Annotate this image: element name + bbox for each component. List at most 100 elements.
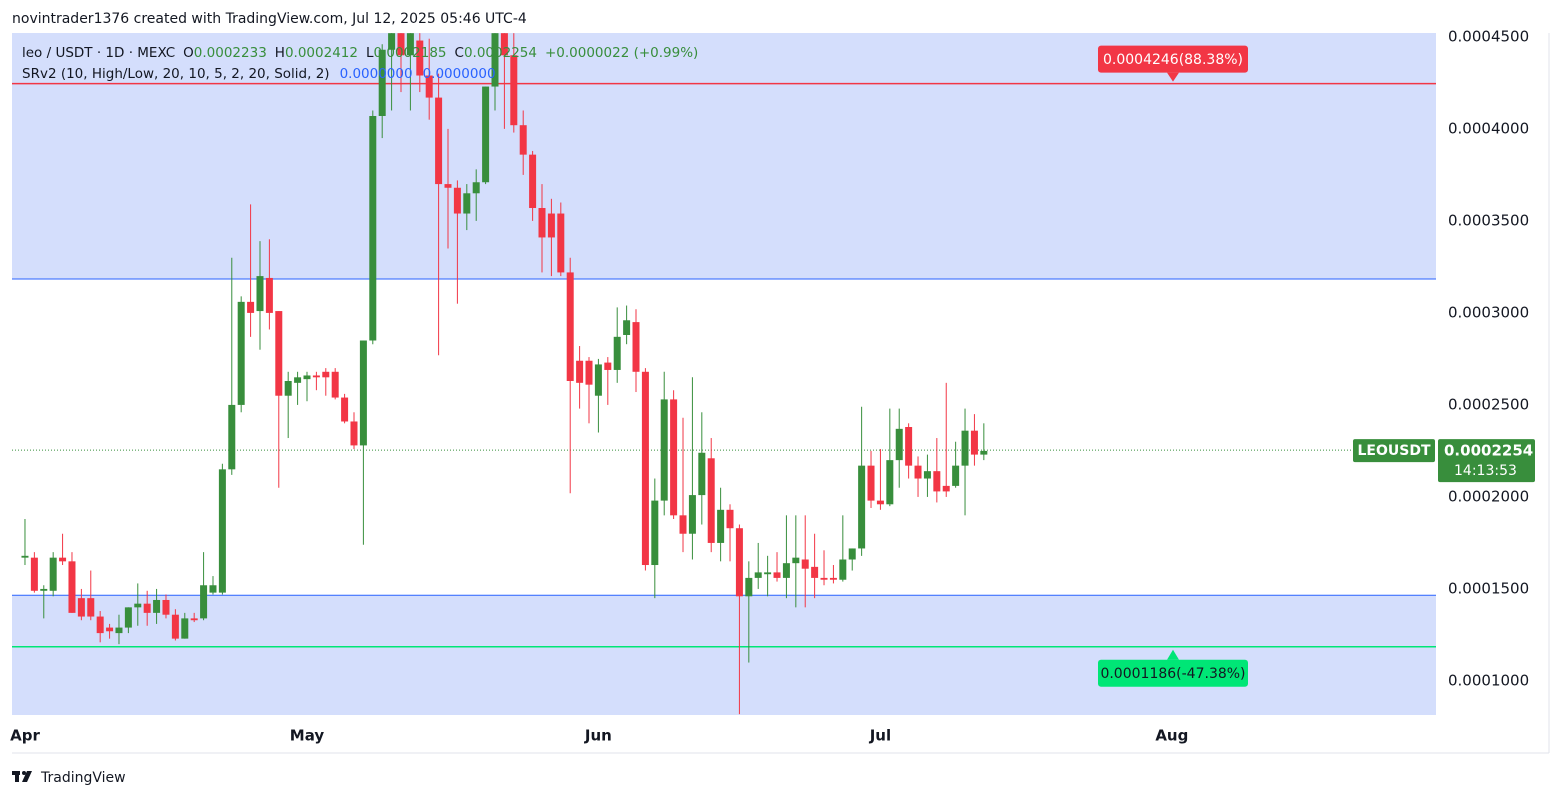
legend-symbol: leo / USDT · 1D · MEXC: [22, 45, 175, 61]
candle-body: [811, 566, 819, 578]
candle-body: [378, 49, 386, 116]
x-tick-label: Aug: [1155, 727, 1188, 745]
candle-body: [613, 336, 621, 370]
y-tick-label: 0.0002500: [1448, 395, 1529, 413]
candle-body: [820, 577, 828, 580]
axes: 0.0001000 0.0001500 0.0002000 0.0002500 0.00…: [10, 27, 1535, 745]
candle-body: [547, 213, 555, 238]
header: novintrader1376 created with TradingView…: [12, 11, 527, 27]
candle-body: [181, 618, 189, 639]
candle-body: [876, 500, 884, 505]
y-tick-label: 0.0001000: [1448, 671, 1529, 689]
candle-body: [247, 301, 255, 313]
candle-body: [87, 598, 95, 617]
candle-body: [670, 399, 678, 516]
legend-change: +0.0000022 (+0.99%): [545, 45, 698, 61]
candle-body: [491, 33, 499, 87]
footer: TradingView: [40, 770, 126, 786]
candle-body: [632, 322, 640, 372]
candle-body: [209, 585, 217, 593]
level-pointer: [1167, 72, 1179, 82]
x-tick-label: May: [290, 727, 325, 745]
candle-body: [839, 559, 847, 580]
candle-body: [303, 375, 311, 380]
candle-body: [764, 572, 772, 575]
y-tick-label: 0.0004500: [1448, 27, 1529, 45]
candle-body: [256, 276, 264, 312]
candle-body: [660, 399, 668, 501]
x-tick-label: Apr: [10, 727, 40, 745]
y-tick-label: 0.0004000: [1448, 119, 1529, 137]
legend-value: 0.0002412: [285, 45, 358, 61]
candle-body: [416, 40, 424, 76]
legend-key: L: [366, 45, 374, 61]
y-tick-label: 0.0003500: [1448, 211, 1529, 229]
candle-body: [688, 495, 696, 534]
candle-body: [641, 371, 649, 566]
candle-body: [792, 557, 800, 564]
candle-body: [463, 193, 471, 214]
candle-body: [538, 208, 546, 238]
candle-body: [331, 371, 339, 398]
candle-body: [190, 618, 198, 621]
candle-body: [923, 471, 931, 479]
indicator-value: 0.0000000: [340, 66, 413, 82]
price-box: [1438, 439, 1535, 483]
candle-body: [726, 509, 734, 529]
candle-body: [576, 360, 584, 383]
candle-body: [294, 377, 302, 383]
y-tick-label: 0.0002000: [1448, 487, 1529, 505]
candle-body: [359, 340, 367, 446]
legend-value: 0.0002185: [374, 45, 447, 61]
candle-body: [679, 515, 687, 534]
legend-key: H: [275, 45, 285, 61]
legend-key: C: [455, 45, 464, 61]
legend-value: 0.0002233: [194, 45, 267, 61]
x-tick-label: Jul: [869, 727, 891, 745]
candle-body: [698, 452, 706, 496]
legend-line: leo / USDT · 1D · MEXC O0.0002233 H0.00024…: [22, 45, 698, 61]
candle-body: [312, 375, 320, 378]
candle-body: [707, 458, 715, 543]
candle-body: [49, 557, 57, 591]
candle-body: [68, 561, 76, 613]
candle-body: [745, 577, 753, 597]
candle-body: [406, 33, 414, 56]
candle-body: [858, 465, 866, 549]
candle-body: [623, 320, 631, 335]
y-tick-label: 0.0003000: [1448, 303, 1529, 321]
candle-body: [228, 404, 236, 470]
candle-body: [754, 572, 762, 578]
candle-body: [59, 557, 67, 562]
candle-body: [970, 430, 978, 455]
candle-body: [322, 371, 330, 378]
candle-body: [905, 426, 913, 466]
candle-body: [651, 500, 659, 566]
level-label: 0.0001186(-47.38%): [1100, 666, 1245, 682]
legend-key: O: [183, 45, 194, 61]
symbol-label: LEOUSDT: [1357, 443, 1430, 459]
y-tick-label: 0.0001500: [1448, 579, 1529, 597]
candle-body: [425, 75, 433, 98]
level-box: [1098, 659, 1248, 687]
legend-value: 0.0002254: [464, 45, 537, 61]
candle-body: [453, 187, 461, 214]
candle-body: [510, 55, 518, 126]
candle-body: [472, 182, 480, 194]
logo: [12, 771, 32, 782]
candle-body: [895, 428, 903, 461]
candle-body: [782, 563, 790, 578]
candle-body: [961, 430, 969, 466]
candle-body: [30, 557, 38, 591]
candle-body: [566, 272, 574, 381]
plot-area: [12, 33, 1436, 715]
candle-body: [886, 460, 894, 505]
candle-body: [942, 485, 950, 492]
candle-body: [124, 607, 132, 628]
candle-body: [237, 301, 245, 405]
candle-body: [529, 154, 537, 209]
candle-body: [980, 450, 988, 455]
level-label: 0.0004246(88.38%): [1103, 52, 1243, 68]
